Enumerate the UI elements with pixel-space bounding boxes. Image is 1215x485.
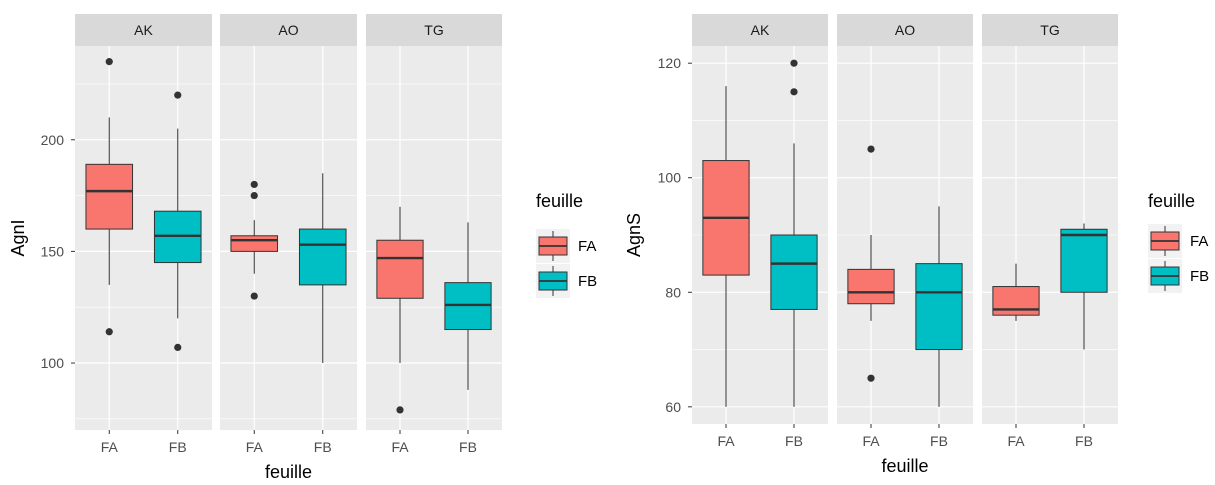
- legend-item-fa: FA: [536, 229, 596, 263]
- box-body: [230, 235, 279, 252]
- panel-background: [366, 46, 502, 430]
- facet-strip-label: TG: [1040, 22, 1059, 38]
- box-ao-fb: [915, 206, 963, 407]
- legend-label: FA: [1190, 233, 1208, 250]
- box-body: [298, 228, 347, 286]
- x-tick-label: FA: [101, 439, 119, 455]
- outlier-point: [174, 343, 182, 351]
- box-tg-fa: [376, 206, 424, 414]
- y-tick-label: 100: [41, 355, 65, 371]
- x-tick-label: FA: [862, 433, 880, 449]
- box-ak-fb: [153, 91, 202, 351]
- outlier-point: [250, 191, 258, 200]
- y-tick-label: 100: [658, 170, 682, 186]
- facet-panel-ao: AO FA FB: [220, 14, 357, 455]
- box-body: [770, 234, 818, 310]
- box-body: [1060, 228, 1108, 293]
- legend-title: feuille: [1148, 191, 1195, 211]
- legend-item-fa: FA: [1148, 224, 1208, 258]
- box-body: [992, 286, 1040, 316]
- outlier-point: [396, 406, 404, 414]
- box-body: [915, 263, 963, 351]
- outlier-point: [790, 59, 798, 67]
- outlier-point: [174, 91, 182, 99]
- facet-strip-label: AK: [751, 22, 770, 38]
- legend: feuille FA FB: [1148, 191, 1209, 293]
- y-tick-label: 80: [665, 284, 681, 300]
- facet-strip-label: TG: [424, 22, 443, 38]
- box-ao-fa: [230, 180, 279, 300]
- facet-panel-ak: AK FA FB: [75, 14, 212, 455]
- facet-strip: [837, 14, 973, 46]
- x-tick-label: FA: [1007, 433, 1025, 449]
- facet-panel-ak: AK FA FB: [692, 14, 828, 449]
- legend: feuille FA FB: [536, 191, 597, 298]
- box-ao-fb: [298, 173, 347, 364]
- box-body: [847, 268, 895, 305]
- legend-item-fb: FB: [536, 264, 597, 298]
- facet-strip: [220, 14, 357, 46]
- x-tick-label: FB: [930, 433, 948, 449]
- outlier-point: [867, 374, 875, 382]
- box-body: [85, 163, 134, 230]
- outlier-point: [105, 328, 113, 336]
- box-tg-fb: [1060, 223, 1108, 350]
- x-axis-title: feuille: [881, 456, 928, 476]
- legend-item-fb: FB: [1148, 259, 1209, 293]
- legend-label: FA: [578, 238, 596, 255]
- box-ao-fa: [847, 145, 895, 382]
- facet-strip-label: AO: [278, 22, 298, 38]
- y-tick-label: 60: [665, 399, 681, 415]
- chart-2: AK FA FB AO FA FB TG FA FB 60 80 100 120 feuille AgnS f…: [624, 14, 1209, 476]
- facet-strip: [692, 14, 828, 46]
- facet-strip: [366, 14, 502, 46]
- chart-1: AK FA FB AO FA FB TG FA FB 100 150 200 feuille AgnI fe…: [8, 14, 597, 482]
- box-ak-fb: [770, 59, 818, 407]
- box-tg-fa: [992, 263, 1040, 321]
- outlier-point: [250, 292, 258, 300]
- x-tick-label: FA: [246, 439, 264, 455]
- legend-title: feuille: [536, 191, 583, 211]
- x-tick-label: FB: [169, 439, 187, 455]
- box-tg-fb: [444, 222, 492, 390]
- outlier-point: [867, 145, 875, 153]
- facet-panel-tg: TG FA FB: [366, 14, 502, 455]
- y-tick-label: 150: [41, 243, 65, 259]
- y-axis-title: AgnI: [8, 219, 28, 256]
- y-tick-label: 120: [658, 55, 682, 71]
- legend-label: FB: [1190, 268, 1209, 285]
- outlier-point: [250, 180, 258, 189]
- x-tick-label: FB: [459, 439, 477, 455]
- x-tick-label: FB: [1075, 433, 1093, 449]
- facet-strip: [75, 14, 212, 46]
- y-tick-label: 200: [41, 132, 65, 148]
- x-tick-label: FA: [717, 433, 735, 449]
- outlier-point: [105, 58, 113, 66]
- box-ak-fa: [702, 86, 750, 407]
- x-tick-label: FB: [314, 439, 332, 455]
- facet-panel-ao: AO FA FB: [837, 14, 973, 449]
- legend-label: FB: [578, 273, 597, 290]
- x-tick-label: FA: [391, 439, 409, 455]
- facet-strip-label: AO: [895, 22, 915, 38]
- x-axis-title: feuille: [265, 462, 312, 482]
- box-ak-fa: [85, 58, 134, 336]
- facet-strip-label: AK: [134, 22, 153, 38]
- facet-panel-tg: TG FA FB: [982, 14, 1118, 449]
- box-body: [376, 239, 424, 299]
- facet-strip: [982, 14, 1118, 46]
- y-axis-title: AgnS: [624, 213, 644, 257]
- x-tick-label: FB: [785, 433, 803, 449]
- outlier-point: [790, 88, 798, 96]
